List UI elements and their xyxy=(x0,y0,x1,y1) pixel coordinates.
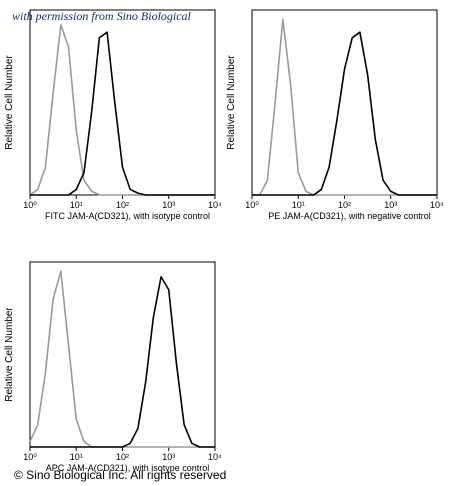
histogram-line xyxy=(252,18,437,196)
x-axis-label: FITC JAM-A(CD321), with isotype control xyxy=(45,211,210,221)
histogram-line xyxy=(252,31,437,196)
x-tick-label: 10³ xyxy=(162,452,175,462)
x-tick-label: 10² xyxy=(116,200,129,210)
y-axis-label: Relative Cell Number xyxy=(4,307,15,402)
y-axis-label: Relative Cell Number xyxy=(4,55,15,150)
x-tick-label: 10² xyxy=(116,452,129,462)
histogram-line xyxy=(29,270,215,448)
x-axis-label: PE JAM-A(CD321), with negative control xyxy=(268,211,431,221)
x-tick-label: 10⁰ xyxy=(245,200,259,210)
x-tick-label: 10¹ xyxy=(70,452,83,462)
x-tick-label: 10³ xyxy=(384,200,397,210)
y-axis-label: Relative Cell Number xyxy=(226,55,237,150)
footer: © Sino Biological Inc. All rights reserv… xyxy=(14,468,226,482)
x-tick-label: 10⁰ xyxy=(23,200,37,210)
histogram-line xyxy=(30,276,215,448)
x-axis-label: APC JAM-A(CD321), with isotype control xyxy=(46,463,210,473)
histogram-line xyxy=(30,31,215,196)
x-tick-label: 10⁴ xyxy=(430,200,444,210)
x-tick-label: 10⁴ xyxy=(208,452,222,462)
x-tick-label: 10⁴ xyxy=(208,200,222,210)
x-tick-label: 10³ xyxy=(162,200,175,210)
plot-frame xyxy=(29,261,216,448)
plot-frame xyxy=(251,9,438,196)
x-tick-label: 10¹ xyxy=(70,200,83,210)
x-tick-label: 10¹ xyxy=(292,200,305,210)
watermark: with permission from Sino Biological xyxy=(12,9,192,23)
x-tick-label: 10⁰ xyxy=(23,452,37,462)
x-tick-label: 10² xyxy=(338,200,351,210)
